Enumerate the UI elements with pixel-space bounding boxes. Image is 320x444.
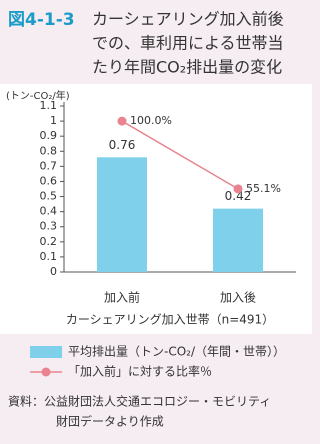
y-axis-label: (トン-CO₂/年)	[6, 89, 70, 102]
y-tick-label: 0.9	[40, 129, 58, 142]
legend-label: 「加入前」に対する比率％	[68, 364, 212, 379]
y-tick-label: 0.4	[40, 205, 58, 218]
y-tick-label: 0.8	[40, 144, 58, 157]
y-tick-label: 0.3	[40, 220, 58, 233]
line-marker	[233, 184, 243, 194]
x-axis-label: カーシェアリング加入世帯（n=491）	[66, 313, 274, 327]
line-value-label: 55.1%	[246, 182, 281, 195]
source-line: 資料：公益財団法人交通エコロジー・モビリティ	[8, 394, 271, 409]
y-tick-label: 1	[50, 114, 57, 127]
y-tick-label: 0.2	[40, 235, 58, 248]
y-tick-label: 0.1	[40, 250, 58, 263]
legend-swatch	[30, 346, 62, 358]
chart: 図4-1-3 カーシェアリング加入前後 での、車利用による世帯当 たり年間CO₂…	[0, 10, 312, 429]
y-tick-label: 0	[50, 265, 57, 278]
y-tick-label: 0.5	[40, 190, 58, 203]
figure-label: 図4-1-3	[8, 10, 75, 30]
line-marker	[117, 116, 127, 126]
legend-label: 平均排出量（トン-CO₂/（年間・世帯））	[68, 345, 285, 359]
bar	[97, 157, 147, 272]
title-line: での、車利用による世帯当	[92, 34, 284, 53]
legend-swatch	[41, 367, 51, 377]
line	[121, 120, 239, 190]
bar-value-label: 0.76	[109, 138, 136, 152]
bar-value-label: 0.42	[225, 189, 252, 203]
bar	[213, 208, 263, 272]
line-value-label: 100.0%	[130, 114, 172, 127]
x-tick-label: 加入後	[220, 291, 256, 305]
y-tick-label: 0.7	[40, 159, 58, 172]
y-tick-label: 0.6	[40, 174, 58, 187]
title-line: カーシェアリング加入前後	[92, 10, 284, 29]
x-tick-label: 加入前	[104, 290, 140, 305]
title-line: たり年間CO₂排出量の変化	[92, 58, 282, 77]
source-line: 財団データより作成	[56, 414, 164, 429]
y-tick-label: 1.1	[40, 99, 58, 112]
